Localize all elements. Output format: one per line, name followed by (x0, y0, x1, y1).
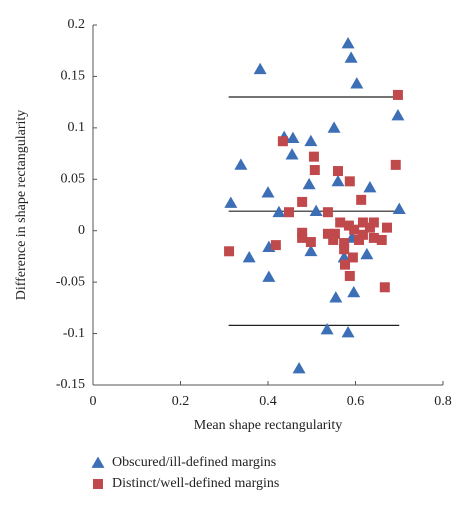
point (262, 270, 276, 282)
point (253, 62, 267, 75)
point (329, 291, 343, 303)
point (327, 121, 341, 133)
point (347, 252, 358, 263)
point (390, 159, 401, 170)
point (341, 37, 355, 49)
y-tick-label: -0.15 (56, 377, 85, 392)
point (339, 244, 350, 255)
point (360, 247, 374, 260)
point (224, 246, 235, 257)
point (286, 131, 300, 144)
point (343, 220, 354, 231)
point (272, 205, 286, 218)
point (224, 196, 238, 208)
point (309, 204, 323, 217)
legend-label: Distinct/well-defined margins (112, 476, 279, 491)
point (322, 228, 333, 239)
y-tick-label: 0.15 (61, 69, 86, 84)
point (391, 109, 405, 121)
point (364, 222, 375, 233)
point (320, 322, 334, 335)
y-tick-label: 0.05 (61, 172, 86, 187)
point (363, 181, 377, 193)
point (368, 232, 379, 243)
point (337, 250, 351, 263)
point (376, 234, 387, 245)
point (368, 217, 379, 228)
point (292, 362, 306, 374)
point (308, 151, 319, 162)
x-tick-label: 0.6 (347, 394, 365, 409)
point (331, 174, 345, 187)
y-tick-label: 0.1 (68, 120, 86, 135)
point (350, 77, 364, 89)
point (242, 250, 256, 263)
point (328, 234, 339, 245)
point (297, 232, 308, 243)
point (284, 207, 294, 218)
point (297, 196, 308, 207)
y-tick-label: -0.05 (56, 274, 85, 289)
point (277, 136, 288, 147)
point (261, 186, 275, 198)
point (234, 158, 248, 170)
x-tick-label: 0.8 (434, 394, 452, 409)
point (309, 165, 320, 176)
point (344, 51, 358, 63)
point (329, 228, 340, 239)
point (357, 217, 368, 228)
y-tick-label: -0.1 (63, 326, 85, 341)
point (270, 240, 281, 251)
point (349, 224, 360, 235)
point (354, 234, 364, 245)
point (339, 238, 350, 249)
point (285, 148, 299, 160)
point (379, 282, 390, 293)
point (333, 166, 343, 177)
point (344, 270, 355, 281)
y-tick-label: 0 (78, 223, 85, 238)
point (347, 285, 361, 298)
point (340, 259, 350, 270)
point (357, 229, 368, 240)
x-tick-label: 0.2 (172, 394, 190, 409)
point (335, 217, 346, 228)
x-tick-label: 0 (90, 394, 97, 409)
point (356, 194, 367, 205)
point (322, 207, 333, 218)
point (297, 227, 308, 238)
point (304, 244, 318, 257)
point (344, 176, 355, 187)
legend-marker (93, 479, 103, 489)
x-axis-title: Mean shape rectangularity (194, 418, 343, 433)
y-axis-title: Difference in shape rectangularity (14, 110, 29, 301)
point (341, 326, 355, 338)
point (304, 134, 318, 147)
point (305, 237, 316, 248)
point (392, 202, 406, 214)
legend-label: Obscured/ill-defined margins (112, 455, 276, 470)
point (392, 89, 403, 100)
y-tick-label: 0.2 (68, 17, 86, 32)
x-tick-label: 0.4 (259, 394, 277, 409)
point (302, 177, 316, 190)
point (382, 222, 392, 233)
legend-marker (91, 456, 105, 468)
